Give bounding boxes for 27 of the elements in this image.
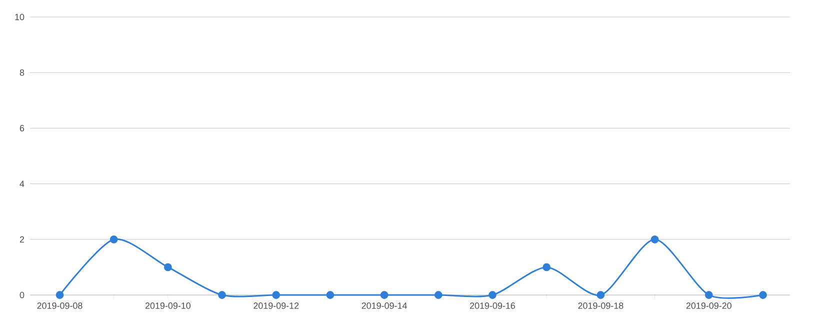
y-tick-label: 2 xyxy=(20,236,24,243)
x-tick-label: 2019-09-18 xyxy=(578,302,624,309)
point xyxy=(704,291,713,299)
y-tick-label: 4 xyxy=(20,180,24,187)
point xyxy=(596,291,605,299)
point xyxy=(326,291,334,299)
x-tick-label: 2019-09-08 xyxy=(37,302,82,309)
x-tick-label: 2019-09-10 xyxy=(145,302,191,309)
point xyxy=(110,235,118,244)
point xyxy=(650,235,659,244)
point xyxy=(759,291,767,299)
x-tick-label: 2019-09-14 xyxy=(362,302,407,309)
point xyxy=(272,291,280,299)
point xyxy=(380,291,388,299)
point xyxy=(164,263,172,272)
x-tick-label: 2019-09-20 xyxy=(686,302,732,309)
x-tick-label: 2019-09-12 xyxy=(254,302,299,309)
y-tick-label: 0 xyxy=(20,292,24,298)
point xyxy=(434,291,442,299)
y-tick-label: 10 xyxy=(15,14,24,20)
point xyxy=(488,291,496,299)
y-tick-label: 8 xyxy=(20,69,24,76)
x-tick-label: 2019-09-16 xyxy=(470,302,516,309)
y-tick-label: 6 xyxy=(20,125,24,132)
point xyxy=(56,291,64,299)
point xyxy=(218,291,226,299)
point xyxy=(542,263,551,272)
